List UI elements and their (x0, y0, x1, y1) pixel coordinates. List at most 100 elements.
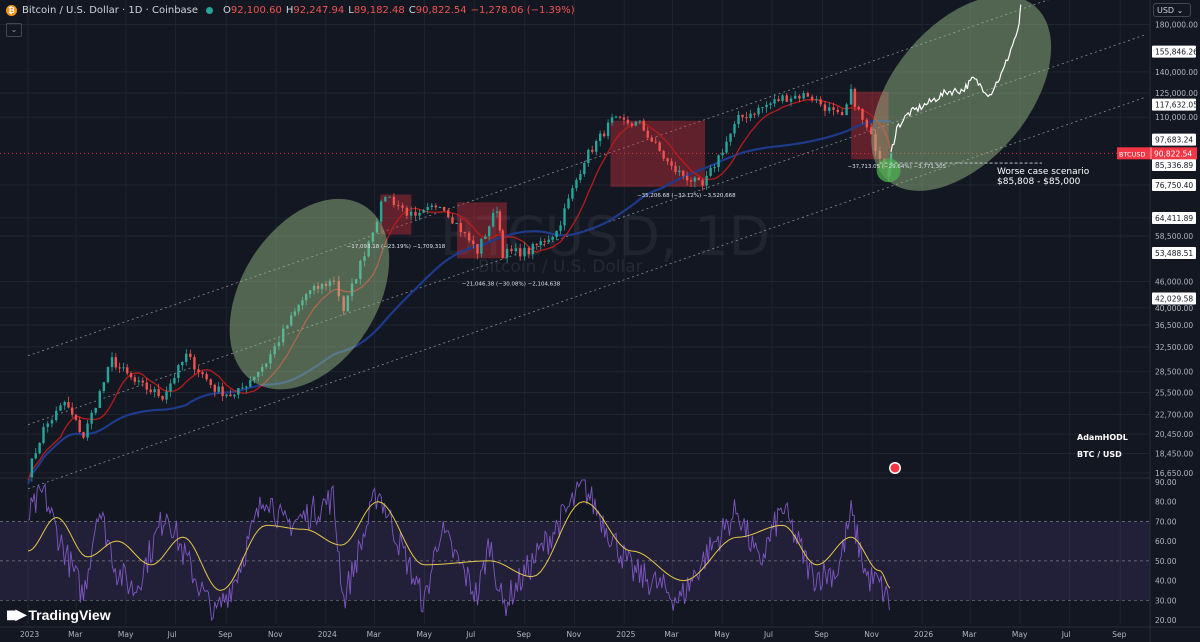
candle-body (650, 137, 653, 142)
candle-body (189, 353, 192, 357)
candle-body (591, 149, 594, 152)
candle-body (721, 152, 724, 156)
candle-body (193, 356, 196, 370)
candle-body (815, 99, 818, 101)
candle-body (308, 290, 312, 295)
candle-body (98, 391, 101, 408)
currency-select[interactable]: USD ⌄ (1153, 3, 1191, 17)
candle-body (823, 104, 827, 111)
annotation-6: $85,808 - $85,000 (997, 177, 1081, 187)
candle-body (59, 405, 62, 411)
candle-body (654, 141, 657, 143)
candle-body (90, 412, 93, 424)
candle-body (630, 123, 634, 126)
price-label: 76,750.40 (1155, 181, 1193, 190)
candle-body (67, 402, 70, 408)
candle-body (42, 426, 45, 443)
candle-body (674, 165, 677, 172)
price-label-box (1152, 179, 1196, 192)
candle-body (583, 162, 586, 175)
y-tick-label: 125,000.00 (1155, 89, 1198, 98)
candle-body (129, 373, 133, 378)
x-tick-label: Nov (567, 630, 582, 639)
price-label: 85,336.89 (1155, 161, 1193, 170)
tradingview-label: TradingView (28, 606, 111, 623)
collapse-legend-button[interactable]: ⌄ (6, 23, 22, 37)
ohlc-low-value: 89,182.48 (353, 4, 405, 16)
drawdown-box-3 (610, 120, 706, 187)
candle-body (682, 170, 685, 176)
candle-body (819, 99, 822, 105)
candle-body (332, 280, 336, 282)
symbol-header: ₿ Bitcoin / U.S. Dollar · 1D · Coinbase … (0, 0, 575, 20)
candle-body (685, 175, 689, 181)
candle-body (547, 239, 550, 243)
rsi-tick-label: 60.00 (1155, 537, 1177, 546)
rsi-tick-label: 80.00 (1155, 498, 1177, 507)
candle-body (379, 201, 383, 222)
y-tick-label: 58,500.00 (1155, 232, 1193, 241)
candle-body (622, 117, 626, 120)
price-label: 64,411.89 (1155, 214, 1193, 223)
symbol-title[interactable]: Bitcoin / U.S. Dollar · 1D · Coinbase (22, 4, 199, 16)
candle-body (114, 357, 118, 368)
ohlc-low-key: L (348, 4, 354, 16)
channel-line-1 (27, 97, 1145, 490)
candle-body (46, 423, 49, 427)
candle-body (363, 256, 366, 261)
ohlc-high-key: H (285, 4, 294, 16)
candle-body (122, 367, 125, 369)
currency-label: USD (1157, 6, 1175, 15)
x-tick-label: 2024 (318, 630, 337, 639)
ohlc-open-value: 92,100.60 (230, 4, 282, 16)
candle-body (753, 113, 756, 115)
x-tick-label: Mar (68, 630, 83, 639)
candle-body (126, 367, 129, 374)
current-price-symbol: BTCUSD (1119, 150, 1145, 158)
x-tick-label: May (416, 630, 432, 639)
projection-ellipse (871, 0, 1052, 191)
candle-body (217, 386, 220, 392)
candle-body (30, 458, 34, 479)
x-tick-label: Sep (218, 630, 232, 639)
candle-body (161, 395, 164, 400)
candle-body (312, 285, 316, 291)
tradingview-icon: ◼▶ (6, 606, 26, 622)
candle-body (769, 103, 772, 105)
candle-body (350, 283, 354, 296)
ohlc-open-key: O (223, 4, 231, 16)
candle-body (869, 127, 873, 135)
candle-body (614, 116, 618, 118)
tradingview-logo[interactable]: ◼▶ TradingView (6, 606, 111, 623)
accumulation-ellipse-1 (229, 198, 390, 390)
candle-body (197, 369, 200, 373)
candle-body (741, 114, 744, 118)
x-tick-label: 2025 (616, 630, 635, 639)
candle-body (78, 419, 81, 433)
price-label: 42,029.58 (1155, 294, 1193, 303)
candle-body (367, 241, 370, 257)
candle-body (709, 167, 712, 176)
y-tick-label: 22,700.00 (1155, 410, 1193, 419)
candle-body (849, 88, 853, 105)
candle-body (662, 151, 665, 159)
price-label-box (1152, 292, 1196, 305)
candle-body (229, 394, 232, 397)
candle-body (733, 123, 736, 134)
candle-body (94, 407, 97, 413)
current-price-value: 90,822.54 (1154, 149, 1192, 158)
candle-body (491, 212, 495, 227)
price-label-box (1152, 133, 1196, 146)
candle-body (153, 389, 156, 392)
candle-body (328, 280, 332, 286)
candle-body (865, 119, 869, 128)
candle-body (518, 248, 522, 257)
candle-body (442, 207, 446, 211)
candle-body (463, 232, 467, 234)
candle-body (587, 149, 590, 163)
candle-body (354, 279, 358, 284)
candle-body (133, 377, 137, 382)
candle-body (173, 377, 176, 384)
candle-body (55, 410, 58, 421)
